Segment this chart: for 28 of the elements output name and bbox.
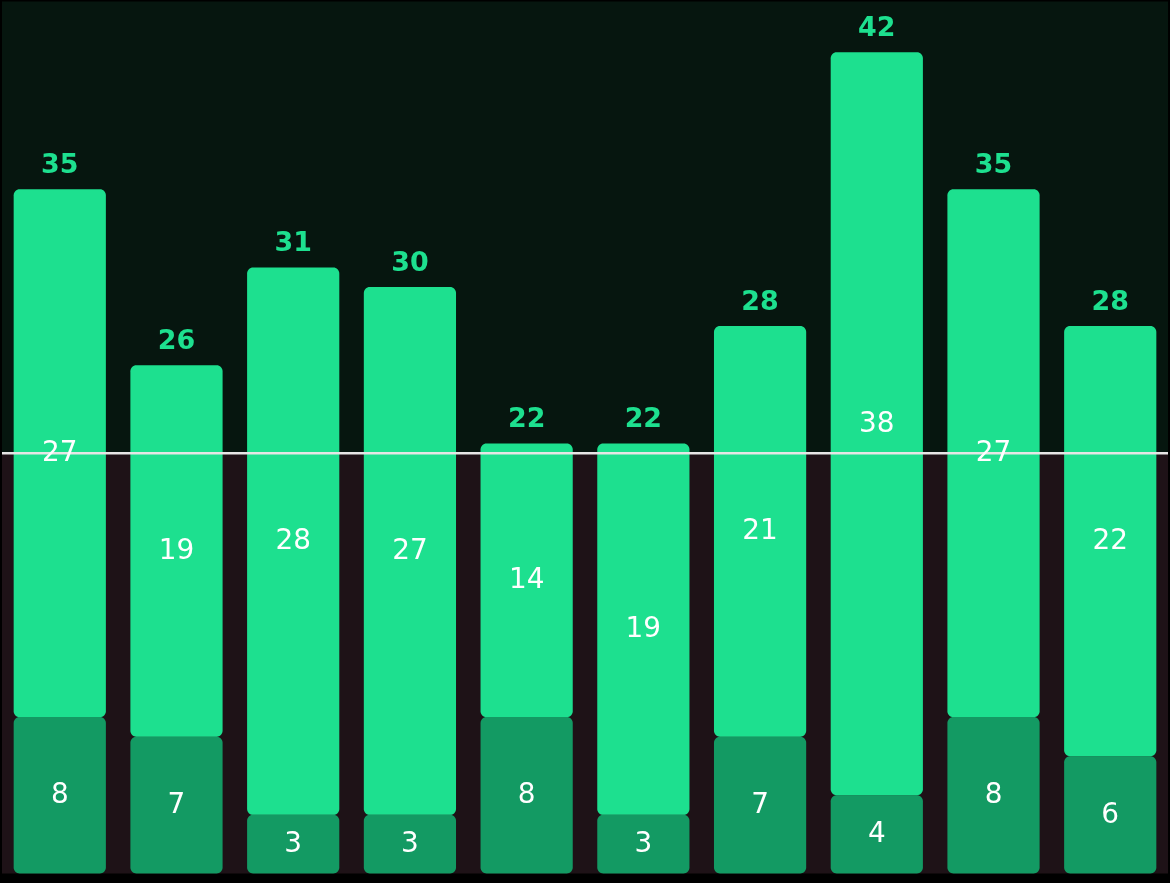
data-label: 8: [984, 777, 1003, 811]
total-label: 31: [274, 226, 312, 258]
data-label: 7: [751, 787, 769, 821]
total-label: 42: [858, 11, 896, 43]
total-label: 28: [741, 285, 779, 317]
data-label: 6: [1101, 796, 1120, 830]
total-label: 35: [974, 148, 1013, 180]
total-label: 22: [624, 402, 663, 434]
data-label: 7: [167, 787, 186, 821]
data-label: 3: [284, 826, 303, 860]
data-label: 8: [517, 777, 536, 811]
total-label: 28: [1091, 285, 1129, 317]
data-label: 21: [742, 513, 778, 547]
data-label: 3: [634, 826, 653, 860]
data-label: 38: [859, 405, 895, 439]
data-label: 19: [625, 611, 662, 645]
data-label: 19: [158, 532, 195, 566]
total-label: 26: [157, 324, 196, 356]
total-label: 35: [41, 148, 79, 180]
data-label: 22: [1092, 523, 1128, 557]
data-label: 3: [401, 826, 419, 860]
data-label: 27: [392, 532, 428, 566]
data-label: 4: [867, 816, 886, 850]
total-label: 30: [391, 246, 429, 278]
total-label: 22: [507, 402, 546, 434]
data-label: 8: [50, 777, 69, 811]
data-label: 28: [275, 523, 311, 557]
data-label: 14: [508, 562, 545, 596]
